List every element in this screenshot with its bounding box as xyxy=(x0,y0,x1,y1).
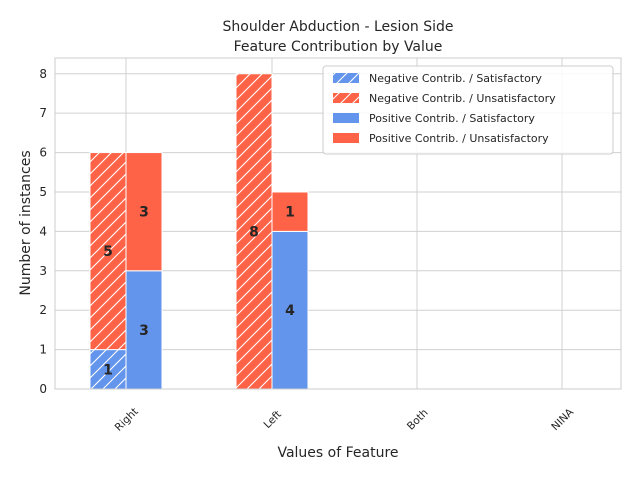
x-tick-label: Right xyxy=(113,406,141,434)
plot-frame xyxy=(54,57,622,390)
y-tick-label: 7 xyxy=(39,106,47,120)
bar-value-label: 1 xyxy=(103,362,113,378)
chart-title-line-2: Feature Contribution by Value xyxy=(234,39,443,55)
legend-swatch xyxy=(333,133,359,143)
legend-label: Negative Contrib. / Unsatisfactory xyxy=(369,92,556,105)
bar-segment xyxy=(125,270,163,390)
x-axis-label: Values of Feature xyxy=(277,445,398,461)
x-tick-label: Both xyxy=(405,407,431,433)
x-tick-label: Left xyxy=(261,408,283,430)
bar-value-label: 3 xyxy=(139,205,149,221)
y-tick-label: 5 xyxy=(39,185,47,199)
bar-value-label: 4 xyxy=(285,303,295,319)
y-tick-label: 0 xyxy=(39,382,47,396)
legend-swatch xyxy=(333,113,359,123)
y-tick-label: 8 xyxy=(39,67,47,81)
legend: Negative Contrib. / Satisfactory Negative… xyxy=(322,65,614,155)
x-tick-label: NINA xyxy=(549,406,576,433)
y-tick-label: 6 xyxy=(39,146,47,160)
bar-hatch xyxy=(90,349,126,389)
bar-hatch xyxy=(236,73,272,389)
y-axis-label: Number of instances xyxy=(18,150,34,295)
legend-box xyxy=(322,65,614,155)
y-tick-label: 1 xyxy=(39,343,47,357)
y-tick-label: 4 xyxy=(39,224,47,238)
y-tick-label: 2 xyxy=(39,303,47,317)
bar-value-label: 5 xyxy=(103,244,113,260)
bar-segment xyxy=(271,191,309,232)
legend-label: Negative Contrib. / Satisfactory xyxy=(369,72,542,85)
legend-label: Positive Contrib. / Satisfactory xyxy=(369,112,535,125)
bar-hatch xyxy=(90,152,126,350)
y-tick-label: 3 xyxy=(39,264,47,278)
bar-value-label: 3 xyxy=(139,323,149,339)
legend-swatch-hatch xyxy=(333,73,359,83)
legend-label: Positive Contrib. / Unsatisfactory xyxy=(369,132,549,145)
bar-value-label: 8 xyxy=(249,224,259,240)
bar-value-label: 1 xyxy=(285,205,295,221)
legend-swatch-hatch xyxy=(333,93,359,103)
chart-title-line-1: Shoulder Abduction - Lesion Side xyxy=(223,19,454,35)
bar-segment xyxy=(125,152,163,272)
